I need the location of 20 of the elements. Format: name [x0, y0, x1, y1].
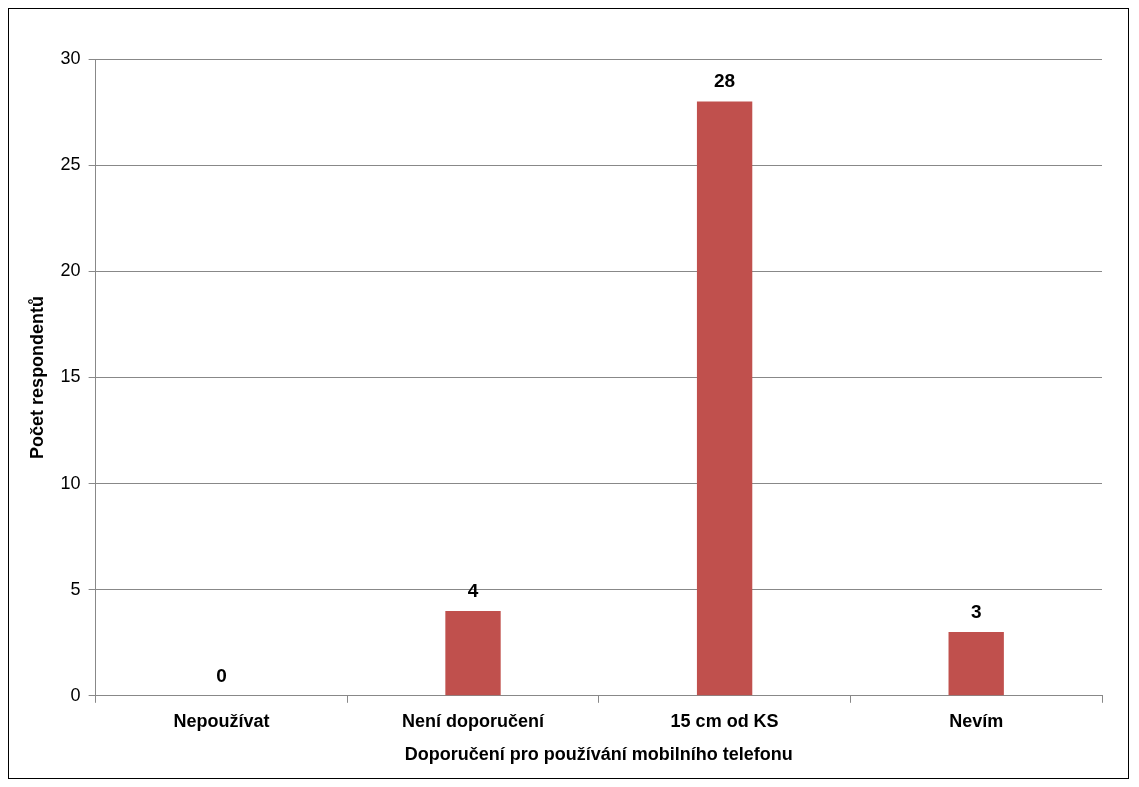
- y-tick-label: 5: [70, 578, 81, 599]
- y-tick-label: 20: [60, 260, 81, 281]
- x-tick-label: Nevím: [949, 710, 1004, 731]
- x-tick-label: Není doporučení: [402, 710, 546, 731]
- y-tick-label: 15: [60, 366, 81, 387]
- bar: [948, 632, 1004, 696]
- data-label: 0: [216, 664, 227, 686]
- data-label: 4: [467, 579, 479, 601]
- y-tick-label: 30: [60, 47, 81, 68]
- x-tick-label: Nepoužívat: [173, 710, 270, 731]
- bar: [696, 101, 753, 696]
- x-tick-label: 15 cm od KS: [670, 710, 779, 731]
- data-label: 3: [970, 600, 982, 622]
- y-tick-label: 0: [70, 684, 81, 705]
- y-tick-label: 10: [60, 472, 81, 493]
- y-tick-label: 25: [60, 154, 81, 175]
- data-label: 28: [714, 70, 736, 92]
- y-axis-title: Počet respondentů: [26, 295, 47, 459]
- x-axis-title: Doporučení pro používání mobilního telefonu: [404, 744, 793, 765]
- bar: [445, 610, 501, 696]
